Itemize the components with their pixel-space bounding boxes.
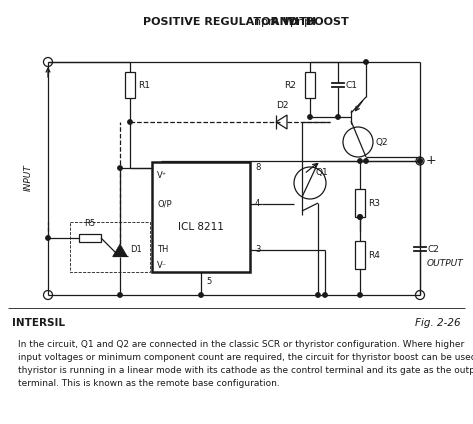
Circle shape xyxy=(358,215,362,219)
Text: OUTPUT: OUTPUT xyxy=(427,259,464,268)
Text: npn: npn xyxy=(254,17,275,27)
Text: terminal. This is known as the remote base configuration.: terminal. This is known as the remote ba… xyxy=(18,379,280,388)
Circle shape xyxy=(118,166,122,170)
Text: R4: R4 xyxy=(368,251,380,259)
Text: AND: AND xyxy=(267,17,301,27)
Bar xyxy=(79,234,101,242)
Circle shape xyxy=(118,293,122,297)
Bar xyxy=(355,189,365,217)
Circle shape xyxy=(358,215,362,219)
Circle shape xyxy=(316,293,320,297)
Text: Q2: Q2 xyxy=(375,137,388,147)
Text: INPUT: INPUT xyxy=(24,165,33,192)
Text: POSITIVE REGULATOR WITH: POSITIVE REGULATOR WITH xyxy=(143,17,320,27)
Bar xyxy=(355,241,365,269)
Text: input voltages or minimum component count are required, the circuit for thyristo: input voltages or minimum component coun… xyxy=(18,353,473,362)
Text: 4: 4 xyxy=(255,200,260,209)
Text: BOOST: BOOST xyxy=(302,17,349,27)
Text: thyristor is running in a linear mode with its cathode as the control terminal a: thyristor is running in a linear mode wi… xyxy=(18,366,473,375)
Text: pnp: pnp xyxy=(290,17,311,27)
Circle shape xyxy=(336,115,340,119)
Bar xyxy=(70,222,150,272)
Text: D2: D2 xyxy=(276,101,288,110)
Text: 3: 3 xyxy=(255,245,260,254)
Polygon shape xyxy=(113,244,127,256)
Circle shape xyxy=(364,60,368,64)
Text: R1: R1 xyxy=(138,81,150,89)
Circle shape xyxy=(418,159,422,163)
Text: V⁺: V⁺ xyxy=(157,170,167,179)
Text: Q1: Q1 xyxy=(315,168,328,178)
Text: Fig. 2-26: Fig. 2-26 xyxy=(415,318,461,328)
Circle shape xyxy=(128,120,132,124)
Text: V⁻: V⁻ xyxy=(157,262,167,271)
Circle shape xyxy=(358,293,362,297)
Text: 8: 8 xyxy=(255,164,260,173)
Circle shape xyxy=(199,293,203,297)
Bar xyxy=(305,72,315,98)
Text: ICL 8211: ICL 8211 xyxy=(178,222,224,232)
Text: C1: C1 xyxy=(345,81,357,89)
Text: 5: 5 xyxy=(206,277,211,287)
Circle shape xyxy=(323,293,327,297)
Text: O/P: O/P xyxy=(157,200,172,209)
Bar xyxy=(125,72,135,98)
Text: INTERSIL: INTERSIL xyxy=(12,318,65,328)
Circle shape xyxy=(358,159,362,163)
Text: +: + xyxy=(426,154,437,167)
Circle shape xyxy=(308,115,312,119)
Circle shape xyxy=(418,159,422,163)
Text: R2: R2 xyxy=(284,81,296,89)
Circle shape xyxy=(364,159,368,163)
Text: TH: TH xyxy=(157,245,168,254)
Text: C2: C2 xyxy=(427,245,439,254)
Circle shape xyxy=(46,236,50,240)
Text: R5: R5 xyxy=(85,219,96,228)
Bar xyxy=(152,162,250,272)
Text: R3: R3 xyxy=(368,198,380,207)
Text: In the circuit, Q1 and Q2 are connected in the classic SCR or thyristor configur: In the circuit, Q1 and Q2 are connected … xyxy=(18,340,464,349)
Text: D1: D1 xyxy=(130,245,142,254)
